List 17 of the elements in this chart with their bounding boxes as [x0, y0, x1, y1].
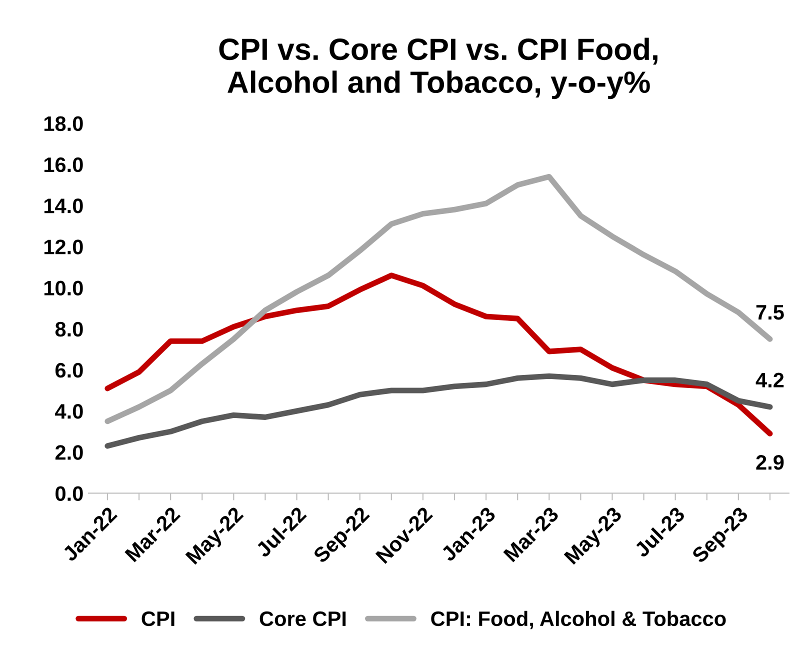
data-label: 4.2	[756, 372, 784, 388]
legend-label: CPI: Food, Alcohol & Tobacco	[431, 610, 726, 630]
y-tick-label: 10.0	[44, 280, 83, 296]
chart-title: CPI vs. Core CPI vs. CPI Food, Alcohol and Tobacco, y-o-y%	[219, 38, 658, 100]
y-tick-label: 8.0	[55, 322, 83, 337]
data-label: 2.9	[756, 455, 784, 470]
y-tick-label: 16.0	[44, 157, 83, 172]
y-tick-label: 4.0	[55, 404, 83, 419]
legend-label: CPI	[142, 611, 174, 626]
y-tick-label: 18.0	[44, 116, 83, 132]
legend-label: Core CPI	[260, 611, 346, 626]
y-tick-label: 6.0	[55, 362, 83, 378]
y-tick-label: 14.0	[44, 198, 83, 214]
y-tick-label: 12.0	[44, 240, 83, 254]
y-tick-label: 0.0	[56, 486, 83, 501]
data-label: 7.5	[756, 305, 784, 320]
y-tick-label: 2.0	[55, 445, 83, 460]
